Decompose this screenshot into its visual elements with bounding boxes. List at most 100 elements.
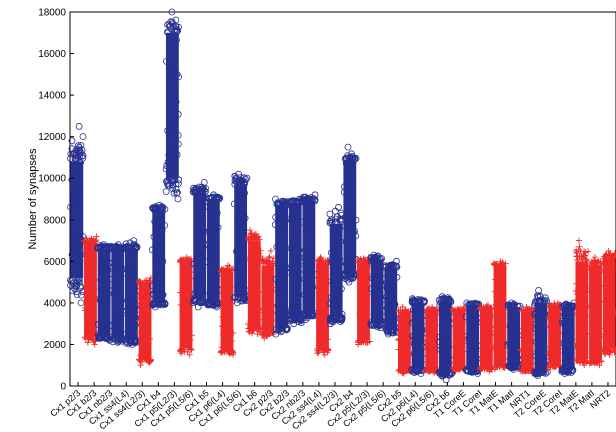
point-marker bbox=[131, 304, 139, 311]
point-marker bbox=[73, 288, 80, 296]
point-marker bbox=[494, 362, 500, 369]
point-marker bbox=[595, 358, 602, 365]
point-marker bbox=[234, 214, 242, 222]
point-marker bbox=[316, 259, 323, 266]
point-marker bbox=[556, 350, 563, 357]
point-marker bbox=[287, 217, 295, 224]
point-marker bbox=[73, 282, 80, 290]
point-marker bbox=[454, 306, 461, 313]
point-marker bbox=[430, 351, 437, 358]
point-marker bbox=[317, 304, 324, 311]
point-marker bbox=[440, 297, 448, 305]
point-marker bbox=[172, 98, 180, 106]
point-marker bbox=[113, 244, 121, 252]
point-marker bbox=[458, 353, 465, 360]
point-marker bbox=[264, 332, 270, 339]
point-marker bbox=[572, 288, 579, 294]
point-marker bbox=[141, 320, 148, 327]
point-marker bbox=[531, 311, 538, 319]
density-band bbox=[507, 307, 521, 366]
y-tick-label: 4000 bbox=[44, 298, 67, 309]
density-band bbox=[165, 32, 179, 179]
point-marker bbox=[349, 156, 357, 164]
point-marker bbox=[158, 301, 166, 309]
point-marker bbox=[72, 154, 80, 162]
series-column-5 bbox=[135, 275, 155, 369]
point-marker bbox=[493, 346, 500, 353]
point-marker bbox=[424, 306, 431, 313]
point-marker bbox=[198, 183, 206, 191]
point-marker bbox=[81, 237, 88, 244]
point-marker bbox=[73, 237, 80, 245]
point-marker bbox=[167, 158, 175, 166]
point-marker bbox=[506, 302, 514, 310]
point-marker bbox=[454, 366, 461, 373]
point-marker bbox=[555, 330, 562, 337]
point-marker bbox=[421, 297, 428, 305]
point-marker bbox=[102, 300, 110, 308]
point-marker bbox=[72, 158, 80, 165]
series-column-1 bbox=[81, 233, 100, 348]
point-marker bbox=[162, 165, 170, 173]
point-marker bbox=[382, 262, 390, 270]
point-marker bbox=[319, 318, 326, 325]
point-marker bbox=[393, 273, 401, 281]
point-marker bbox=[597, 283, 603, 290]
point-marker bbox=[72, 173, 80, 181]
point-marker bbox=[352, 232, 360, 240]
point-marker bbox=[563, 358, 570, 366]
point-marker bbox=[493, 260, 500, 267]
series-column-23 bbox=[381, 257, 401, 338]
point-marker bbox=[248, 288, 255, 295]
point-marker bbox=[316, 322, 323, 329]
point-marker bbox=[328, 219, 336, 227]
point-marker bbox=[177, 347, 184, 354]
point-marker bbox=[490, 343, 497, 350]
point-marker bbox=[268, 318, 275, 325]
point-marker bbox=[586, 263, 593, 270]
point-marker bbox=[309, 283, 317, 291]
density-band bbox=[534, 302, 548, 372]
point-marker bbox=[519, 325, 526, 332]
point-marker bbox=[525, 306, 532, 313]
point-marker bbox=[368, 254, 376, 262]
point-marker bbox=[522, 364, 529, 370]
point-marker bbox=[582, 249, 589, 256]
point-marker bbox=[541, 310, 548, 318]
point-marker bbox=[82, 335, 89, 342]
point-marker bbox=[357, 331, 364, 338]
point-marker bbox=[75, 271, 83, 279]
point-marker bbox=[573, 309, 580, 316]
point-marker bbox=[195, 296, 203, 304]
point-marker bbox=[555, 357, 562, 364]
point-marker bbox=[575, 237, 582, 244]
point-marker bbox=[299, 218, 306, 226]
point-marker bbox=[455, 333, 462, 340]
point-marker bbox=[348, 150, 355, 158]
point-marker bbox=[177, 301, 184, 308]
point-marker bbox=[327, 216, 335, 224]
point-marker bbox=[608, 254, 615, 261]
point-marker bbox=[355, 268, 362, 275]
point-marker bbox=[514, 363, 522, 371]
point-marker bbox=[381, 313, 389, 321]
density-band bbox=[438, 302, 452, 372]
point-marker bbox=[399, 362, 406, 369]
point-marker bbox=[606, 327, 613, 334]
point-marker bbox=[604, 274, 611, 281]
series-column-16 bbox=[285, 195, 305, 328]
point-marker bbox=[498, 294, 505, 301]
point-marker bbox=[280, 252, 288, 260]
point-marker bbox=[521, 367, 528, 374]
point-marker bbox=[162, 188, 170, 196]
point-marker bbox=[545, 314, 552, 321]
point-marker bbox=[247, 264, 254, 271]
point-marker bbox=[89, 321, 96, 328]
point-marker bbox=[222, 268, 229, 275]
point-marker bbox=[599, 260, 606, 266]
point-marker bbox=[67, 150, 75, 158]
point-marker bbox=[340, 188, 348, 196]
point-marker bbox=[114, 335, 122, 343]
point-marker bbox=[424, 353, 431, 359]
